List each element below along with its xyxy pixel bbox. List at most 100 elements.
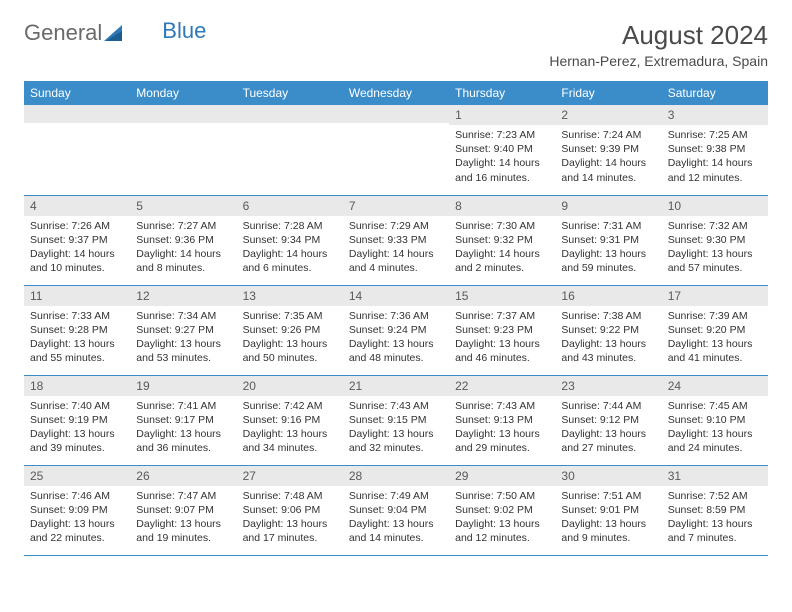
sunrise-text: Sunrise: 7:31 AM xyxy=(561,219,655,233)
daylight-text: Daylight: 13 hours and 53 minutes. xyxy=(136,337,230,365)
daylight-text: Daylight: 14 hours and 8 minutes. xyxy=(136,247,230,275)
sunset-text: Sunset: 9:24 PM xyxy=(349,323,443,337)
day-details: Sunrise: 7:51 AMSunset: 9:01 PMDaylight:… xyxy=(555,486,661,552)
day-details: Sunrise: 7:34 AMSunset: 9:27 PMDaylight:… xyxy=(130,306,236,372)
daylight-text: Daylight: 13 hours and 14 minutes. xyxy=(349,517,443,545)
calendar-day-cell: 24Sunrise: 7:45 AMSunset: 9:10 PMDayligh… xyxy=(662,375,768,465)
day-number xyxy=(130,105,236,123)
day-number: 4 xyxy=(24,196,130,216)
sunset-text: Sunset: 9:33 PM xyxy=(349,233,443,247)
calendar-day-cell: 16Sunrise: 7:38 AMSunset: 9:22 PMDayligh… xyxy=(555,285,661,375)
day-details: Sunrise: 7:44 AMSunset: 9:12 PMDaylight:… xyxy=(555,396,661,462)
day-details: Sunrise: 7:45 AMSunset: 9:10 PMDaylight:… xyxy=(662,396,768,462)
day-number: 8 xyxy=(449,196,555,216)
day-number: 16 xyxy=(555,286,661,306)
day-number: 12 xyxy=(130,286,236,306)
day-number: 9 xyxy=(555,196,661,216)
sunrise-text: Sunrise: 7:23 AM xyxy=(455,128,549,142)
daylight-text: Daylight: 13 hours and 19 minutes. xyxy=(136,517,230,545)
calendar-day-cell: 29Sunrise: 7:50 AMSunset: 9:02 PMDayligh… xyxy=(449,465,555,555)
weekday-header: Tuesday xyxy=(237,81,343,105)
day-details: Sunrise: 7:42 AMSunset: 9:16 PMDaylight:… xyxy=(237,396,343,462)
calendar-day-cell: 12Sunrise: 7:34 AMSunset: 9:27 PMDayligh… xyxy=(130,285,236,375)
day-number: 22 xyxy=(449,376,555,396)
daylight-text: Daylight: 13 hours and 43 minutes. xyxy=(561,337,655,365)
calendar-day-cell: 21Sunrise: 7:43 AMSunset: 9:15 PMDayligh… xyxy=(343,375,449,465)
calendar-day-cell: 19Sunrise: 7:41 AMSunset: 9:17 PMDayligh… xyxy=(130,375,236,465)
daylight-text: Daylight: 14 hours and 14 minutes. xyxy=(561,156,655,184)
sunrise-text: Sunrise: 7:24 AM xyxy=(561,128,655,142)
day-number: 11 xyxy=(24,286,130,306)
day-number: 19 xyxy=(130,376,236,396)
calendar-day-cell xyxy=(237,105,343,195)
calendar-day-cell: 10Sunrise: 7:32 AMSunset: 9:30 PMDayligh… xyxy=(662,195,768,285)
daylight-text: Daylight: 13 hours and 12 minutes. xyxy=(455,517,549,545)
daylight-text: Daylight: 14 hours and 6 minutes. xyxy=(243,247,337,275)
sunrise-text: Sunrise: 7:33 AM xyxy=(30,309,124,323)
day-details xyxy=(343,123,449,132)
day-number: 28 xyxy=(343,466,449,486)
weekday-header: Sunday xyxy=(24,81,130,105)
sunrise-text: Sunrise: 7:26 AM xyxy=(30,219,124,233)
daylight-text: Daylight: 14 hours and 4 minutes. xyxy=(349,247,443,275)
sunrise-text: Sunrise: 7:44 AM xyxy=(561,399,655,413)
day-number: 30 xyxy=(555,466,661,486)
calendar-day-cell: 4Sunrise: 7:26 AMSunset: 9:37 PMDaylight… xyxy=(24,195,130,285)
sunset-text: Sunset: 9:34 PM xyxy=(243,233,337,247)
sunset-text: Sunset: 9:26 PM xyxy=(243,323,337,337)
day-details: Sunrise: 7:32 AMSunset: 9:30 PMDaylight:… xyxy=(662,216,768,282)
daylight-text: Daylight: 13 hours and 41 minutes. xyxy=(668,337,762,365)
daylight-text: Daylight: 13 hours and 39 minutes. xyxy=(30,427,124,455)
sunrise-text: Sunrise: 7:49 AM xyxy=(349,489,443,503)
calendar-day-cell: 15Sunrise: 7:37 AMSunset: 9:23 PMDayligh… xyxy=(449,285,555,375)
daylight-text: Daylight: 13 hours and 22 minutes. xyxy=(30,517,124,545)
daylight-text: Daylight: 13 hours and 55 minutes. xyxy=(30,337,124,365)
weekday-header: Wednesday xyxy=(343,81,449,105)
sunset-text: Sunset: 9:27 PM xyxy=(136,323,230,337)
calendar-week-row: 25Sunrise: 7:46 AMSunset: 9:09 PMDayligh… xyxy=(24,465,768,555)
brand-part1: General xyxy=(24,20,102,46)
sunset-text: Sunset: 9:32 PM xyxy=(455,233,549,247)
sunset-text: Sunset: 9:09 PM xyxy=(30,503,124,517)
sunset-text: Sunset: 9:06 PM xyxy=(243,503,337,517)
calendar-day-cell: 31Sunrise: 7:52 AMSunset: 8:59 PMDayligh… xyxy=(662,465,768,555)
day-number: 18 xyxy=(24,376,130,396)
sunset-text: Sunset: 9:31 PM xyxy=(561,233,655,247)
sunrise-text: Sunrise: 7:41 AM xyxy=(136,399,230,413)
sunset-text: Sunset: 9:22 PM xyxy=(561,323,655,337)
sunset-text: Sunset: 9:19 PM xyxy=(30,413,124,427)
sunset-text: Sunset: 9:37 PM xyxy=(30,233,124,247)
weekday-header: Saturday xyxy=(662,81,768,105)
sunrise-text: Sunrise: 7:34 AM xyxy=(136,309,230,323)
daylight-text: Daylight: 13 hours and 59 minutes. xyxy=(561,247,655,275)
sunset-text: Sunset: 8:59 PM xyxy=(668,503,762,517)
day-details: Sunrise: 7:39 AMSunset: 9:20 PMDaylight:… xyxy=(662,306,768,372)
sunrise-text: Sunrise: 7:51 AM xyxy=(561,489,655,503)
day-details: Sunrise: 7:23 AMSunset: 9:40 PMDaylight:… xyxy=(449,125,555,191)
sunrise-text: Sunrise: 7:46 AM xyxy=(30,489,124,503)
day-details: Sunrise: 7:43 AMSunset: 9:15 PMDaylight:… xyxy=(343,396,449,462)
sunrise-text: Sunrise: 7:52 AM xyxy=(668,489,762,503)
day-details: Sunrise: 7:29 AMSunset: 9:33 PMDaylight:… xyxy=(343,216,449,282)
calendar-day-cell: 3Sunrise: 7:25 AMSunset: 9:38 PMDaylight… xyxy=(662,105,768,195)
day-details: Sunrise: 7:47 AMSunset: 9:07 PMDaylight:… xyxy=(130,486,236,552)
sunrise-text: Sunrise: 7:43 AM xyxy=(349,399,443,413)
sunset-text: Sunset: 9:38 PM xyxy=(668,142,762,156)
sunset-text: Sunset: 9:28 PM xyxy=(30,323,124,337)
sunrise-text: Sunrise: 7:25 AM xyxy=(668,128,762,142)
sunset-text: Sunset: 9:23 PM xyxy=(455,323,549,337)
day-number: 31 xyxy=(662,466,768,486)
calendar-day-cell: 25Sunrise: 7:46 AMSunset: 9:09 PMDayligh… xyxy=(24,465,130,555)
day-details xyxy=(24,123,130,132)
sunrise-text: Sunrise: 7:50 AM xyxy=(455,489,549,503)
day-details: Sunrise: 7:52 AMSunset: 8:59 PMDaylight:… xyxy=(662,486,768,552)
day-details: Sunrise: 7:49 AMSunset: 9:04 PMDaylight:… xyxy=(343,486,449,552)
day-number: 2 xyxy=(555,105,661,125)
day-details xyxy=(237,123,343,132)
sunrise-text: Sunrise: 7:32 AM xyxy=(668,219,762,233)
daylight-text: Daylight: 14 hours and 12 minutes. xyxy=(668,156,762,184)
daylight-text: Daylight: 13 hours and 46 minutes. xyxy=(455,337,549,365)
calendar-day-cell xyxy=(343,105,449,195)
sunset-text: Sunset: 9:04 PM xyxy=(349,503,443,517)
day-details: Sunrise: 7:37 AMSunset: 9:23 PMDaylight:… xyxy=(449,306,555,372)
